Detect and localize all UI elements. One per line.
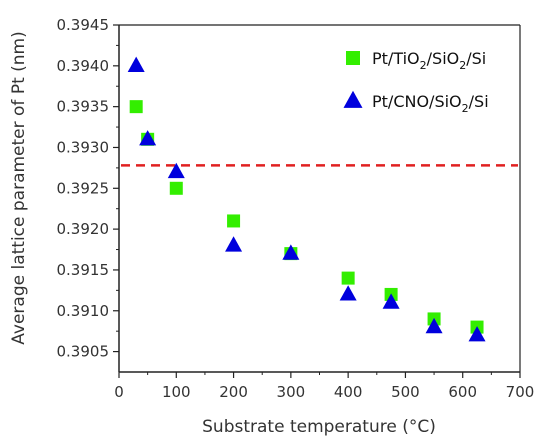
- y-tick-label: 0.3925: [57, 179, 110, 197]
- legend-marker: [346, 51, 360, 65]
- x-tick-label: 0: [114, 383, 124, 401]
- legend: Pt/TiO2​/SiO2​/Si Pt/CNO/SiO2​/Si: [343, 49, 489, 115]
- data-point-triangle: [425, 317, 443, 334]
- legend-label-part: Pt/CNO/SiO: [372, 92, 462, 111]
- data-point-triangle: [382, 293, 400, 309]
- legend-label: Pt/TiO2​/SiO2​/Si: [372, 49, 486, 72]
- data-point-triangle: [167, 162, 185, 179]
- data-point-triangle: [127, 56, 145, 72]
- data-point-triangle: [339, 285, 357, 301]
- legend-label-part: /Si: [469, 92, 489, 111]
- x-axis-label: Substrate temperature (°C): [202, 417, 436, 437]
- legend-label-part: Pt/TiO: [372, 49, 420, 68]
- x-tick-label: 100: [162, 383, 191, 401]
- axes: 0 100 200 300 400 500 600 700 0.3905 0.3910 0.3915…: [57, 16, 535, 401]
- legend-marker: [343, 90, 363, 108]
- y-tick-label: 0.3915: [57, 261, 110, 279]
- x-tick-label: 200: [219, 383, 248, 401]
- x-tick-label: 300: [277, 383, 306, 401]
- y-tick-label: 0.3935: [57, 98, 110, 116]
- y-tick-label: 0.3920: [57, 220, 110, 238]
- legend-label-part: /Si: [466, 49, 486, 68]
- y-tick-label: 0.3905: [57, 343, 110, 361]
- data-point-square: [227, 214, 241, 228]
- y-tick-label: 0.3940: [57, 57, 110, 75]
- data-point-square: [129, 100, 143, 114]
- data-point-triangle: [282, 244, 300, 260]
- y-tick-label: 0.3945: [57, 16, 110, 34]
- plot-area: [121, 56, 518, 342]
- legend-label-subscript: 2: [462, 102, 469, 115]
- data-point-square: [169, 181, 183, 195]
- legend-label: Pt/CNO/SiO2​/Si: [372, 92, 489, 115]
- legend-label-subscript: 2: [459, 59, 466, 72]
- y-tick-label: 0.3910: [57, 302, 110, 320]
- y-tick-label: 0.3930: [57, 138, 110, 156]
- data-point-square: [341, 271, 355, 285]
- data-point-triangle: [468, 326, 486, 342]
- x-tick-label: 600: [448, 383, 477, 401]
- x-tick-label: 700: [506, 383, 535, 401]
- legend-label-subscript: 2: [420, 59, 427, 72]
- x-tick-label: 500: [391, 383, 420, 401]
- data-point-triangle: [139, 130, 157, 146]
- y-axis-label: Average lattice parameter of Pt (nm): [9, 31, 29, 344]
- x-tick-label: 400: [334, 383, 363, 401]
- legend-label-part: /SiO: [427, 49, 460, 68]
- data-point-triangle: [225, 236, 243, 252]
